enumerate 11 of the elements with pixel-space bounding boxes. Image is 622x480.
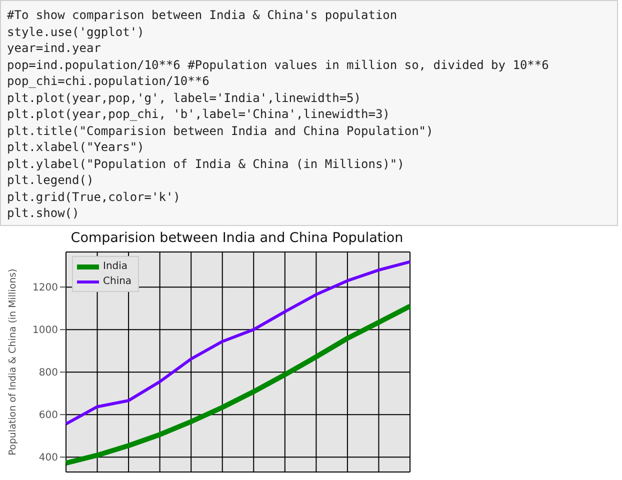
- legend-label: China: [103, 275, 132, 289]
- y-tick-label: 1000: [32, 325, 58, 336]
- chart-title: Comparision between India and China Population: [70, 230, 404, 246]
- y-tick-label: 1200: [32, 282, 58, 294]
- y-tick-label: 600: [38, 410, 58, 422]
- y-tick-label: 400: [38, 452, 58, 464]
- code-cell: #To show comparison between India & China's population style.use('ggplot') year=ind.year pop=ind.population/10**6 #Population values in million so, divided by 10**6 pop_chi=chi.population/10**6 plt.plot(year,pop,'g', label='India',linewidth=5) plt.plot(year,pop_chi, 'b',label='China',linewidth=3) plt.title("Comparision between India and China Population") plt.xlabel("Years") plt.ylabel("Population of India & China (in Millions)") plt.legend() plt.grid(True,color='k') plt.show(): [0, 0, 618, 226]
- y-axis-title: Population of India & China (in Millions): [7, 268, 18, 456]
- y-tick-label: 800: [38, 368, 58, 379]
- line-series: [64, 260, 412, 426]
- legend-label: India: [103, 260, 128, 274]
